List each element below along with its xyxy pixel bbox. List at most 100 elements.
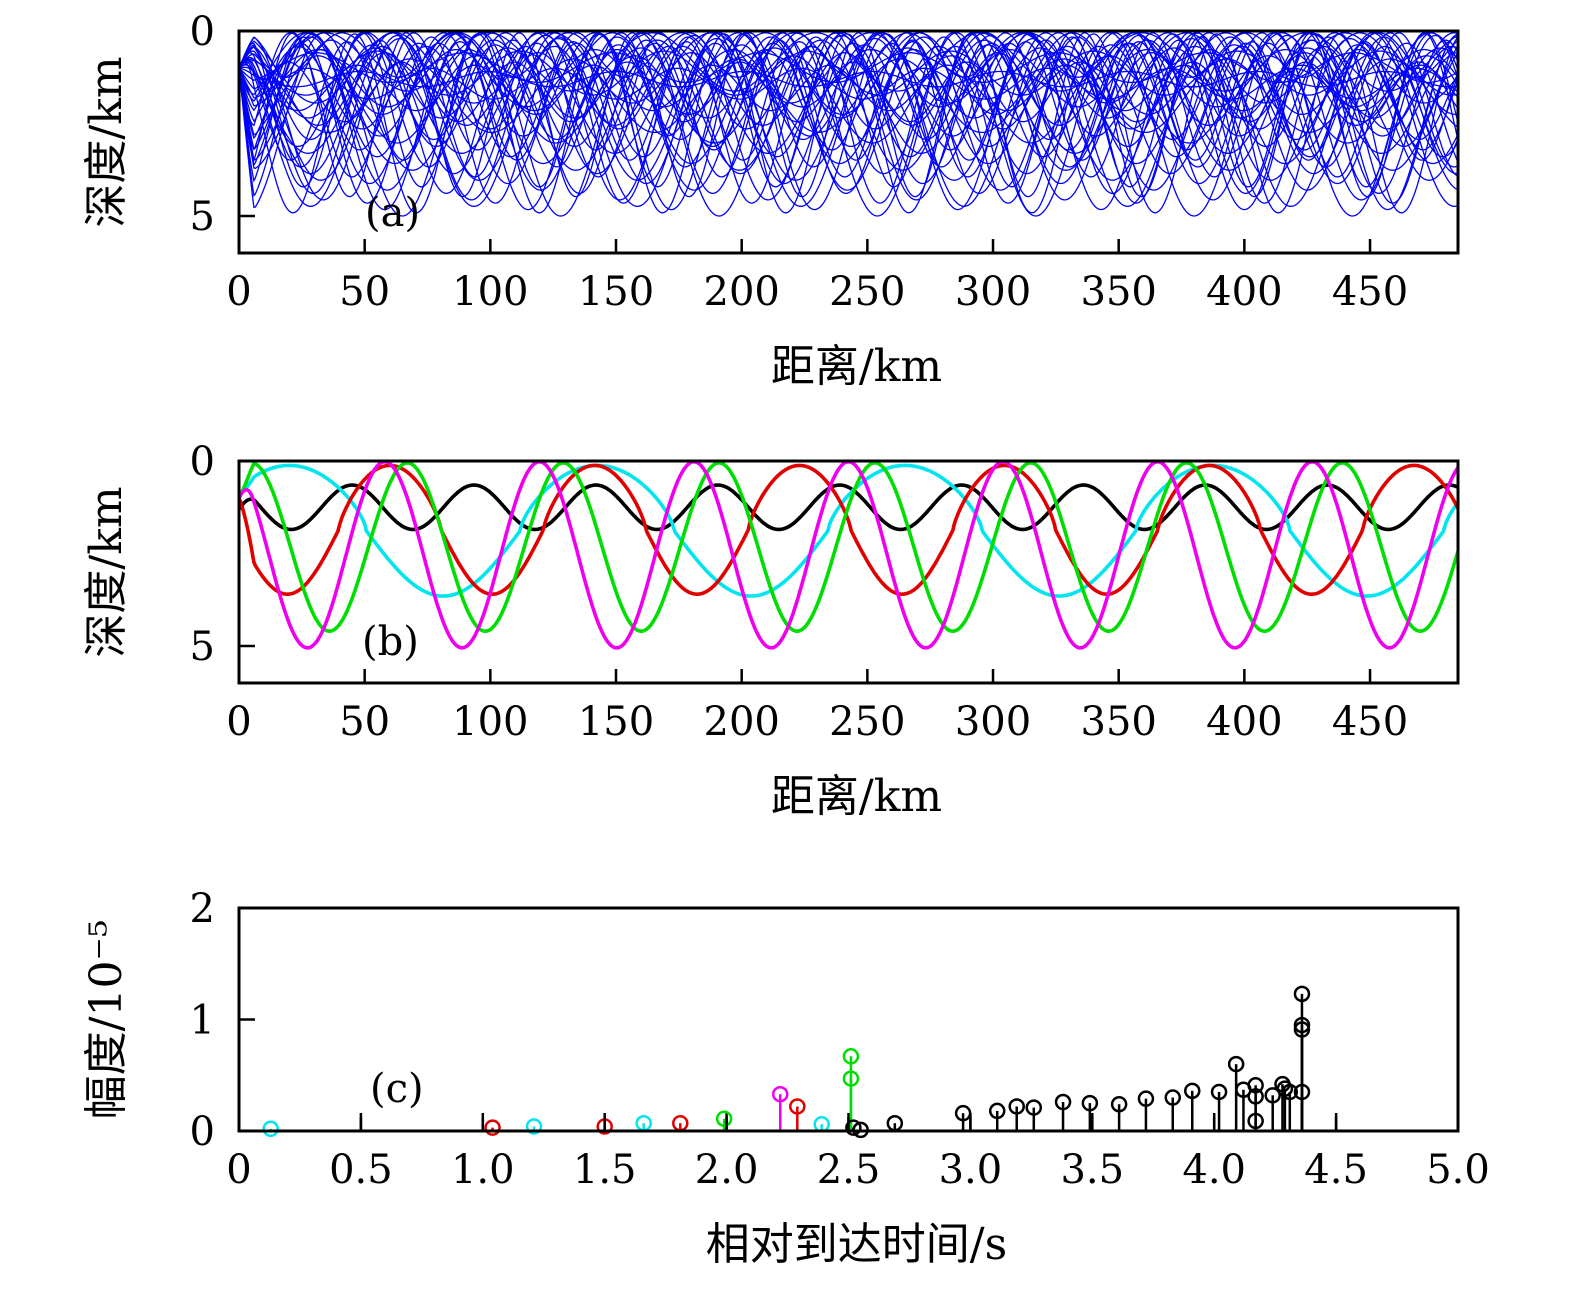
plot-frame xyxy=(237,906,1460,1133)
x-tick-label: 0 xyxy=(226,1147,251,1193)
y-tick-label: 2 xyxy=(190,886,215,932)
ray-path xyxy=(239,32,1458,208)
stem-marker xyxy=(1008,1098,1025,1115)
y-tick-label: 1 xyxy=(190,998,215,1044)
plot-frame xyxy=(237,29,1460,255)
x-tick-label: 1.5 xyxy=(573,1147,637,1193)
y-tick-label: 5 xyxy=(190,194,215,240)
stem-marker xyxy=(1247,1077,1264,1094)
stems xyxy=(262,985,1311,1139)
panel-label: (c) xyxy=(370,1066,424,1112)
x-tick-label: 1.0 xyxy=(451,1147,515,1193)
stem-marker xyxy=(1281,1083,1299,1101)
stem-marker xyxy=(1264,1087,1281,1104)
x-tick-label: 0 xyxy=(226,699,251,745)
ray-path xyxy=(239,32,1458,217)
x-tick-label: 450 xyxy=(1332,269,1408,315)
stem-marker xyxy=(771,1085,789,1103)
stem-marker xyxy=(1081,1094,1099,1112)
stem-marker xyxy=(842,1070,860,1087)
x-axis-title: 距离/km xyxy=(771,771,942,822)
panel-b: 0 50 100 150 200 250 300 350 400 45005距离/km深度/km(… xyxy=(81,439,1460,822)
panel-c: 0 0.5 1.0 1.5 2.0 2.5 3.0 3.5 4.0 4.5 5.0 0 1 2 相对到达时间… xyxy=(81,886,1490,1270)
y-tick-label: 0 xyxy=(190,439,215,485)
x-tick-label: 100 xyxy=(452,269,528,315)
ray-series xyxy=(239,461,1458,650)
y-tick-label: 0 xyxy=(190,9,215,55)
stem-marker xyxy=(1164,1089,1182,1106)
x-tick-label: 50 xyxy=(339,699,390,745)
stem-marker xyxy=(715,1110,733,1127)
stem-marker xyxy=(1293,1083,1311,1101)
x-tick-label: 3.0 xyxy=(939,1147,1003,1193)
ray-path xyxy=(239,32,1458,168)
x-axis-title: 距离/km xyxy=(771,341,942,392)
ray-path xyxy=(239,39,1458,195)
y-axis-title: 幅度/10⁻⁵ xyxy=(81,920,132,1120)
stem-marker xyxy=(262,1120,279,1138)
y-axis-title: 深度/km xyxy=(81,486,132,657)
x-tick-label: 0 xyxy=(226,269,251,315)
stem-marker xyxy=(1210,1083,1228,1101)
stem-marker xyxy=(1227,1055,1245,1073)
stem-marker xyxy=(1054,1093,1072,1111)
x-tick-label: 300 xyxy=(955,269,1031,315)
stem-marker xyxy=(845,1119,862,1136)
x-tick-label: 4.5 xyxy=(1304,1147,1368,1193)
stem-marker xyxy=(1247,1088,1264,1105)
x-tick-label: 350 xyxy=(1081,269,1157,315)
x-tick-label: 450 xyxy=(1332,699,1408,745)
plot-frame xyxy=(237,459,1460,685)
x-tick-label: 50 xyxy=(339,269,390,315)
stem-marker xyxy=(1247,1112,1264,1130)
panel-label: (b) xyxy=(362,619,419,665)
x-tick-label: 2.0 xyxy=(695,1147,759,1193)
ray-path xyxy=(239,61,1458,123)
x-tick-label: 4.0 xyxy=(1182,1147,1246,1193)
ray-path xyxy=(239,37,1458,181)
stem-marker xyxy=(988,1102,1006,1120)
ray-path xyxy=(239,36,1458,191)
ray-path xyxy=(239,33,1458,211)
ray-cyan xyxy=(239,463,1458,598)
panel-a: 0 50 100 150 200 250 300 350 400 45005距离/km深度/km(… xyxy=(81,9,1460,392)
ray-green xyxy=(239,461,1458,634)
x-tick-label: 150 xyxy=(578,269,654,315)
stem-marker xyxy=(484,1119,501,1136)
x-tick-label: 150 xyxy=(578,699,654,745)
stem-marker xyxy=(525,1118,543,1135)
x-tick-label: 200 xyxy=(704,699,780,745)
x-tick-label: 400 xyxy=(1206,269,1282,315)
x-tick-label: 0.5 xyxy=(329,1147,393,1193)
ray-path xyxy=(239,64,1458,112)
ray-path xyxy=(239,48,1458,165)
y-tick-label: 5 xyxy=(190,624,215,670)
y-tick-label: 0 xyxy=(190,1109,215,1155)
stem-marker xyxy=(954,1104,972,1122)
stem-marker xyxy=(1025,1099,1043,1116)
x-tick-label: 300 xyxy=(955,699,1031,745)
x-tick-label: 400 xyxy=(1206,699,1282,745)
stem-marker xyxy=(1293,1021,1311,1038)
x-tick-label: 350 xyxy=(1081,699,1157,745)
ray-black xyxy=(239,483,1458,532)
x-tick-label: 100 xyxy=(452,699,528,745)
stem-marker xyxy=(1293,985,1311,1003)
x-axis-title: 相对到达时间/s xyxy=(706,1219,1007,1270)
stem-marker xyxy=(1137,1090,1155,1107)
stem-marker xyxy=(1184,1082,1201,1100)
ray-path xyxy=(239,41,1458,161)
ray-path xyxy=(239,36,1458,204)
ray-path xyxy=(239,33,1458,214)
panel-label: (a) xyxy=(365,190,420,236)
x-tick-label: 250 xyxy=(829,699,905,745)
x-tick-label: 5.0 xyxy=(1426,1147,1490,1193)
stem-marker xyxy=(842,1048,860,1065)
stem-marker xyxy=(789,1098,806,1115)
ray-fan xyxy=(239,32,1458,217)
x-tick-label: 2.5 xyxy=(817,1147,881,1193)
x-tick-label: 250 xyxy=(829,269,905,315)
ray-red xyxy=(239,463,1458,597)
y-axis-title: 深度/km xyxy=(81,56,132,227)
x-tick-label: 3.5 xyxy=(1060,1147,1124,1193)
